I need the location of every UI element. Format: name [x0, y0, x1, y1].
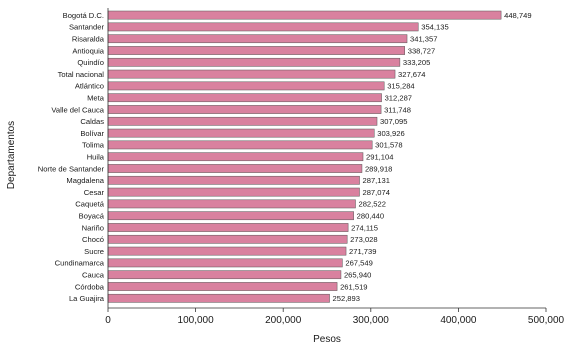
category-label: Magdalena: [66, 176, 104, 185]
category-label: Cesar: [84, 188, 105, 197]
category-label: Bogotá D.C.: [63, 11, 104, 20]
category-label: Quindío: [77, 58, 104, 67]
bar: [107, 116, 378, 126]
category-label: Tolima: [82, 141, 105, 150]
category-label: Santander: [69, 23, 105, 32]
category-label: Bolívar: [80, 129, 104, 138]
bar: [107, 293, 330, 303]
value-label: 289,918: [365, 164, 392, 173]
bar: [107, 246, 347, 256]
category-label: Risaralda: [72, 35, 105, 44]
category-label: Nariño: [82, 223, 104, 232]
bar: [107, 223, 349, 232]
value-label: 333,205: [403, 58, 430, 67]
bar: [107, 105, 382, 114]
bar: [107, 22, 419, 32]
bar: [107, 164, 363, 173]
bar: [107, 175, 360, 185]
bar: [107, 187, 360, 197]
category-label: Córdoba: [75, 282, 105, 291]
x-tick-label: 300,000: [353, 315, 390, 326]
bar: [107, 234, 348, 244]
x-tick-label: 100,000: [178, 315, 215, 326]
value-label: 448,749: [504, 11, 531, 20]
category-label: Huila: [87, 153, 105, 162]
category-label: Cundinamarca: [55, 259, 105, 268]
value-label: 261,519: [340, 282, 367, 291]
category-label: Cauca: [82, 271, 105, 280]
value-label: 287,074: [362, 188, 389, 197]
value-label: 280,440: [357, 212, 384, 221]
category-label: Meta: [87, 94, 105, 103]
category-label: Norte de Santander: [38, 164, 105, 173]
category-label: Caquetá: [75, 200, 104, 209]
value-label: 301,578: [375, 141, 402, 150]
bar: [107, 34, 408, 44]
bar: [107, 69, 396, 79]
x-tick-label: 200,000: [265, 315, 302, 326]
x-axis-label: Pesos: [313, 334, 341, 343]
category-label: Antioquia: [72, 46, 104, 55]
bar: [107, 199, 356, 209]
value-label: 315,284: [387, 82, 414, 91]
value-label: 312,287: [385, 94, 412, 103]
x-tick-label: 0: [105, 315, 111, 326]
category-label: Sucre: [84, 247, 104, 256]
y-axis-label: Departamentos: [6, 121, 17, 189]
value-label: 252,893: [333, 294, 360, 303]
value-label: 287,131: [363, 176, 390, 185]
value-label: 265,940: [344, 271, 371, 280]
category-label: Total nacional: [58, 70, 105, 79]
category-label: Atlántico: [75, 82, 104, 91]
bar: [107, 57, 401, 67]
value-label: 271,739: [349, 247, 376, 256]
bar: [107, 270, 342, 280]
bar: [107, 93, 382, 103]
x-tick-label: 400,000: [440, 315, 477, 326]
value-label: 274,115: [351, 223, 378, 232]
category-label: Chocó: [82, 235, 104, 244]
value-label: 307,095: [380, 117, 407, 126]
category-label: Boyacá: [79, 212, 105, 221]
bar: [107, 140, 373, 150]
value-label: 327,674: [398, 70, 425, 79]
value-label: 303,926: [377, 129, 404, 138]
bar: [107, 152, 364, 162]
value-label: 311,748: [384, 105, 411, 114]
category-label: Caldas: [80, 117, 104, 126]
value-label: 282,522: [358, 200, 385, 209]
bar: [107, 211, 354, 221]
x-tick-label: 500,000: [528, 315, 565, 326]
bar: [107, 10, 502, 20]
bar: [107, 282, 338, 291]
category-label: La Guajira: [69, 294, 105, 303]
value-label: 273,028: [350, 235, 377, 244]
category-label: Valle del Cauca: [51, 105, 104, 114]
value-label: 341,357: [410, 35, 437, 44]
bar: [107, 128, 375, 138]
value-label: 267,549: [345, 259, 372, 268]
bar: [107, 258, 343, 268]
bar: [107, 46, 405, 55]
value-label: 291,104: [366, 153, 393, 162]
value-label: 338,727: [408, 46, 435, 55]
bar: [107, 81, 385, 91]
plot-area: Bogotá D.C. 448,749 Santander 354,135 Risara…: [38, 8, 565, 326]
value-label: 354,135: [421, 23, 448, 32]
